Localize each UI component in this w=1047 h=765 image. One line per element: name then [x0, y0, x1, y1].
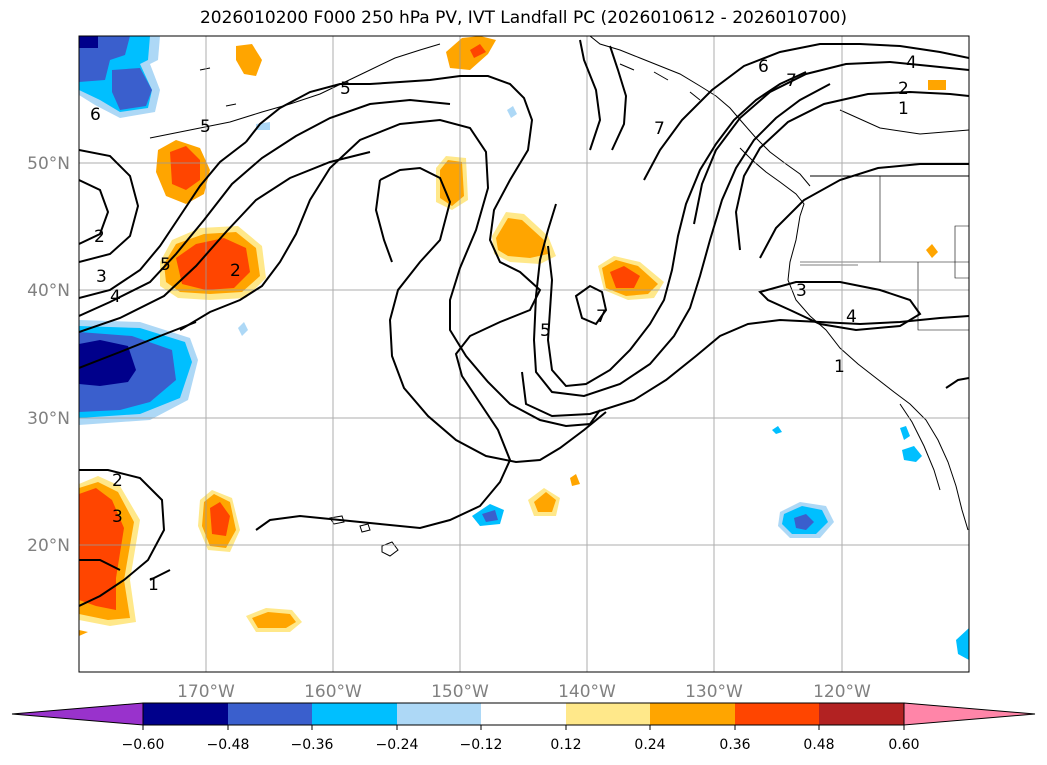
- lat-label: 50°N: [27, 154, 70, 174]
- lon-label: 150°W: [431, 682, 489, 702]
- colorbar-extend-high: [903, 702, 1036, 726]
- colorbar-tick-label: −0.24: [376, 737, 419, 753]
- contour-5-loop: [379, 166, 607, 464]
- colorbar-bin: [566, 703, 650, 725]
- colorbar-tick-label: −0.48: [207, 737, 250, 753]
- contour-label: 2: [112, 471, 123, 491]
- pv-pos-north-50: [446, 36, 496, 70]
- lat-axis-labels: 50°N 40°N 30°N 20°N: [27, 154, 70, 556]
- lat-label: 20°N: [27, 536, 70, 556]
- lon-label: 120°W: [813, 682, 871, 702]
- contour-label: 5: [200, 117, 211, 137]
- lon-label: 160°W: [304, 682, 362, 702]
- alaska-coast: [589, 36, 811, 187]
- colorbar-bin: [650, 703, 735, 725]
- lon-label: 170°W: [177, 682, 235, 702]
- contour-label: 2: [230, 261, 241, 281]
- colorbar-bin: [143, 703, 228, 725]
- colorbar-tick-label: 0.60: [888, 737, 919, 753]
- contour-label: 3: [796, 281, 807, 301]
- colorbar-ticks: [142, 725, 905, 730]
- map-title: 2026010200 F000 250 hPa PV, IVT Landfall…: [199, 8, 847, 28]
- contour-label: 6: [758, 57, 769, 77]
- colorbar-tick-label: −0.12: [460, 737, 503, 753]
- us-west-coast: [787, 215, 969, 531]
- colorbar-tick-label: 0.48: [803, 737, 834, 753]
- colorbar-tick-label: −0.36: [291, 737, 334, 753]
- contour-label: 2: [898, 79, 909, 99]
- aleutian-chain: [149, 43, 441, 139]
- contour-label: 5: [340, 79, 351, 99]
- contour-outer-trough: [245, 75, 542, 531]
- contour-label: 7: [786, 71, 797, 91]
- contour-label: 7: [596, 307, 607, 327]
- lat-label: 40°N: [27, 281, 70, 301]
- colorbar-tick-label: 0.36: [719, 737, 750, 753]
- colorbar-bin: [481, 703, 566, 725]
- contour-southwest: [79, 469, 166, 607]
- contour-label: 3: [96, 267, 107, 287]
- colorbar-bin: [312, 703, 397, 725]
- contour-labels: 6 5 5 2 3 4 5 2 2 3 1 5 7 7 6 4 2 1 3 4 …: [90, 53, 917, 595]
- colorbar-tick-label: 0.12: [550, 737, 581, 753]
- contour-label: 3: [112, 507, 123, 527]
- contour-label: 4: [906, 53, 917, 73]
- colorbar-bin: [819, 703, 904, 725]
- contour-label: 1: [834, 357, 845, 377]
- ivt-contours: [79, 39, 969, 607]
- lat-label: 30°N: [27, 409, 70, 429]
- lon-axis-labels: 170°W 160°W 150°W 140°W 130°W 120°W: [177, 682, 871, 702]
- contour-label: 4: [110, 287, 121, 307]
- lon-label: 130°W: [685, 682, 743, 702]
- colorbar-bin: [397, 703, 481, 725]
- contour-label: 2: [94, 227, 105, 247]
- coastlines: [149, 36, 969, 557]
- gridlines: [79, 36, 969, 672]
- pv-negative-regions: [79, 36, 969, 660]
- colorbar-bin: [228, 703, 312, 725]
- contour-label: 5: [160, 255, 171, 275]
- colorbar-tick-label: −0.60: [122, 737, 165, 753]
- contour-label: 5: [540, 321, 551, 341]
- lon-label: 140°W: [558, 682, 616, 702]
- colorbar-tick-label: 0.24: [634, 737, 665, 753]
- pv-neg-se-corner: [956, 628, 969, 660]
- contour-label: 7: [654, 119, 665, 139]
- colorbar-tick-labels: −0.60 −0.48 −0.36 −0.24 −0.12 0.12 0.24 …: [122, 737, 920, 753]
- colorbar-frame: [142, 702, 905, 726]
- colorbar-bin: [735, 703, 819, 725]
- colorbar-extend-low: [11, 702, 144, 726]
- pv-positive-regions: [79, 36, 946, 636]
- contour-label: 1: [898, 99, 909, 119]
- contour-label: 4: [846, 307, 857, 327]
- map-frame: [78, 35, 970, 673]
- baja: [899, 403, 941, 491]
- colorbar: −0.60 −0.48 −0.36 −0.24 −0.12 0.12 0.24 …: [11, 702, 1036, 753]
- pv-pos-nw-30: [236, 44, 262, 76]
- contour-label: 1: [148, 575, 159, 595]
- contour-7-core: [574, 284, 608, 326]
- map-panel: 6 5 5 2 3 4 5 2 2 3 1 5 7 7 6 4 2 1 3 4 …: [79, 36, 969, 672]
- contour-label: 6: [90, 105, 101, 125]
